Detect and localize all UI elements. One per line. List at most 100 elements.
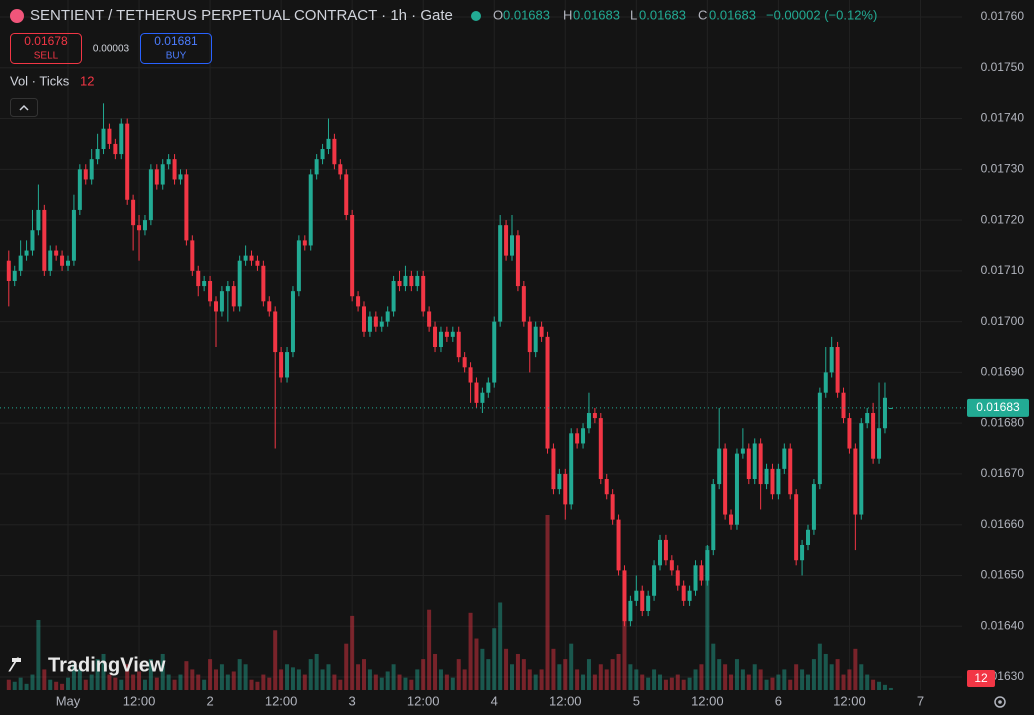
candle-body [107, 128, 112, 144]
spread: 0.00003 [93, 44, 130, 55]
volume-bar [586, 659, 591, 690]
volume-bar [6, 679, 11, 690]
volume-bar [113, 677, 118, 690]
candle-body [581, 428, 586, 444]
overlay: 0.01760 0.01750 0.01740 0.01730 0.01720 0.017… [0, 9, 1029, 708]
candle-body [711, 484, 716, 551]
candle-body [811, 484, 816, 530]
candle-body [592, 413, 597, 419]
volume-bar [734, 659, 739, 690]
sell-button[interactable] [10, 33, 82, 64]
volume-bar [829, 664, 834, 690]
volume-bar [367, 669, 372, 690]
candle-body [137, 225, 142, 231]
y-tick-label: 0.01640 [981, 618, 1025, 632]
candle-body [326, 138, 331, 150]
candle-body [480, 392, 485, 403]
candle-body [806, 529, 810, 546]
x-tick-label: 2 [206, 693, 213, 708]
candle-body [362, 306, 366, 332]
candle-body [77, 169, 82, 210]
volume-bar [421, 659, 426, 690]
volume-bar [137, 671, 142, 690]
candle-body [332, 138, 337, 165]
volume-bar [498, 602, 503, 690]
volume-bar [403, 677, 408, 690]
volume-bar [504, 648, 509, 690]
volume-bar [468, 612, 473, 690]
volume-bar [563, 659, 568, 690]
y-tick-label: 0.01720 [981, 212, 1025, 226]
buy-button[interactable] [140, 33, 212, 64]
settings-icon[interactable] [994, 696, 1006, 708]
volume-bar [30, 674, 35, 690]
volume-bar [782, 669, 787, 690]
volume-bar [663, 679, 668, 690]
candle-body [569, 433, 574, 505]
volume-bar [178, 674, 183, 690]
volume-bar [409, 679, 414, 690]
volume-bar [279, 669, 284, 690]
candle-body [515, 235, 520, 287]
volume-bar [89, 674, 94, 690]
volume-bar [77, 669, 82, 690]
volume-bar [285, 664, 290, 690]
settings-icon-center [998, 700, 1002, 704]
volume-bar [835, 659, 840, 690]
volume-bar [515, 653, 520, 690]
y-tick-label: 0.01730 [981, 161, 1025, 175]
volume-title: Vol · Ticks [10, 73, 70, 88]
candle-body [545, 336, 550, 449]
volume-bar [344, 643, 349, 690]
candle-body [628, 600, 633, 622]
candle-body [557, 473, 562, 490]
x-tick-label: 12:00 [265, 693, 298, 708]
candle-body [184, 174, 189, 241]
volume-bar [362, 659, 366, 690]
candle-body [255, 260, 260, 266]
volume-bar [652, 669, 657, 690]
y-tick-label: 0.01740 [981, 111, 1025, 125]
candle-body [622, 570, 627, 622]
candle-body [693, 565, 698, 591]
volume-bar [131, 674, 136, 690]
close-label: C [698, 7, 707, 22]
volume-bar [107, 674, 112, 690]
candle-body [444, 331, 449, 337]
volume-bar [95, 659, 100, 690]
close-value: 0.01683 [709, 7, 756, 22]
candle-body [865, 413, 870, 424]
candle-body [699, 565, 704, 581]
volume-bar [214, 669, 218, 690]
low-value: 0.01683 [639, 7, 686, 22]
volume-bar [385, 671, 390, 690]
volume-bar [219, 664, 224, 690]
volume-bar [71, 664, 76, 690]
volume-bar [273, 630, 278, 690]
volume-bar [125, 664, 130, 690]
candle-body [119, 123, 124, 155]
volume-bar [202, 679, 207, 690]
volume-bar [54, 681, 59, 690]
volume-bar [681, 679, 686, 690]
chart-title[interactable]: SENTIENT / TETHERUS PERPETUAL CONTRACT ·… [30, 7, 453, 24]
volume-bar [806, 674, 810, 690]
volume-bar [865, 674, 870, 690]
candle-body [279, 352, 284, 378]
collapse-button[interactable] [10, 98, 38, 117]
y-tick-label: 0.01690 [981, 365, 1025, 379]
volume-bar [101, 653, 106, 690]
candle-body [492, 321, 497, 383]
volume-bar [12, 681, 17, 690]
y-tick-label: 0.01760 [981, 9, 1025, 23]
candle-body [48, 250, 53, 271]
candle-body [474, 382, 479, 403]
candle-body [373, 316, 378, 327]
candle-body [746, 448, 751, 480]
volume-bar [847, 669, 852, 690]
candle-body [551, 448, 556, 490]
volume-bar [267, 677, 272, 690]
candle-body [882, 397, 887, 429]
candle-body [261, 265, 266, 302]
